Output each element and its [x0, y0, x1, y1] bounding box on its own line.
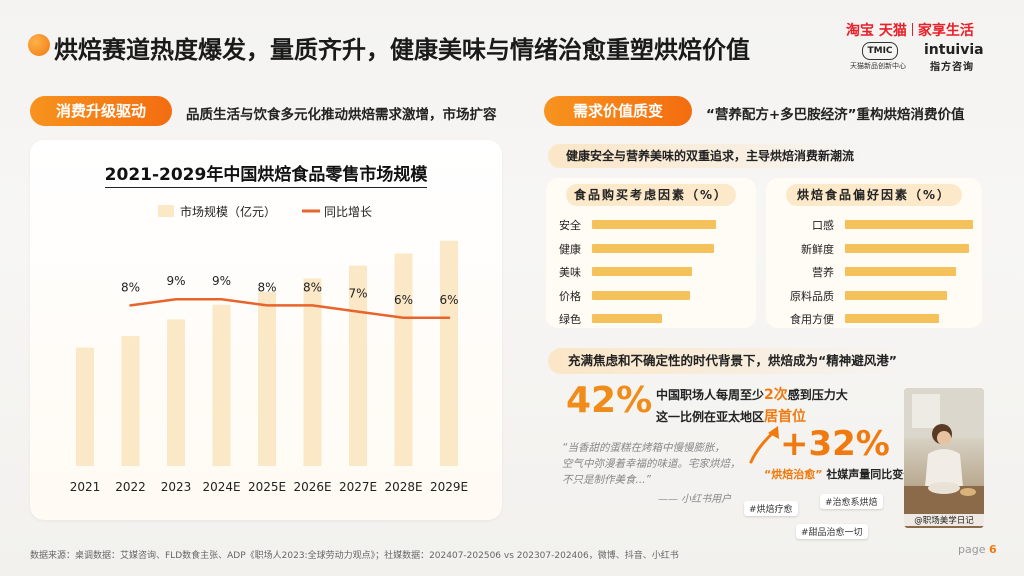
x-tick-label: 2024E: [202, 480, 240, 494]
x-tick-label: 2025E: [248, 480, 286, 494]
growth-data-label: 8%: [303, 280, 322, 294]
consumption-upgrade-text: 品质生活与饮食多元化推动烘焙需求激增，市场扩容: [186, 107, 497, 123]
factor-bar: [592, 243, 714, 253]
factor-label: 营养: [812, 266, 834, 279]
stress-line-2: 这一比例在亚太地区居首位: [656, 409, 807, 425]
x-tick-label: 2021: [70, 480, 101, 494]
demand-value-text: “营养配方+多巴胺经济”重构烘焙消费价值: [706, 107, 965, 123]
growth-line: [129, 297, 451, 320]
growth-data-label: 8%: [257, 280, 276, 294]
market-size-bar: [303, 278, 322, 466]
intuivia-subtitle: 指方咨询: [930, 62, 974, 73]
factor-label: 食用方便: [790, 313, 834, 326]
tmic-subtitle: 天猫新品创新中心: [850, 62, 906, 70]
hashtag-chip: #甜品治愈一切: [796, 524, 868, 539]
home-life-logo: 家享生活: [917, 23, 974, 39]
factor-label: 价格: [559, 289, 581, 303]
bakery-preference-factors-title: 烘焙食品偏好因素（%）: [786, 184, 962, 206]
quote-source: —— 小红书用户: [658, 494, 732, 505]
factor-label: 新鲜度: [801, 242, 834, 256]
stress-percent: 42%: [566, 380, 653, 421]
market-size-chart: 市场规模（亿元） 同比增长 8% 9% 9% 8% 8% 7% 6% 6% 2021 2022 20…: [70, 204, 468, 494]
woman-baking-illustration: [904, 388, 984, 528]
intuivia-logo: intuivia: [924, 42, 984, 58]
hashtag-chip: #治愈系烘焙: [820, 494, 883, 509]
factor-bar: [592, 314, 663, 323]
factor-label: 健康: [559, 242, 581, 256]
growth-data-label: 9%: [166, 274, 185, 288]
x-tick-label: 2026E: [293, 480, 331, 494]
factor-bar: [845, 220, 973, 229]
demand-value-pill: 需求价值质变: [544, 96, 692, 126]
taobao-tmall-logo: 淘宝 天猫: [846, 23, 907, 39]
brand-logos: 淘宝 天猫 家享生活: [846, 20, 974, 40]
factor-bar: [845, 243, 969, 253]
factor-label: 美味: [559, 266, 581, 279]
legend-label-growth: 同比增长: [324, 205, 372, 219]
growth-data-label: 6%: [394, 293, 413, 307]
market-size-bar: [76, 347, 94, 466]
factor-bar: [592, 290, 691, 300]
tmic-logo: TMIC: [862, 42, 898, 60]
trend-up-arrow-icon: [749, 426, 779, 464]
market-size-bar: [212, 304, 231, 466]
factor-bar: [845, 290, 948, 300]
growth-data-label: 8%: [121, 280, 140, 294]
factor-label: 安全: [559, 219, 581, 232]
social-volume-label: “烘焙治愈” 社媒声量同比变化: [764, 468, 915, 481]
growth-data-label: 6%: [439, 293, 458, 307]
page-number: page 6: [958, 543, 997, 556]
data-source-footnote: 数据来源：桌调数据：艾媒咨询、FLD数食主张、ADP《职场人2023:全球劳动力…: [30, 551, 679, 561]
market-size-chart-title: 2021-2029年中国烘焙食品零售市场规模: [0, 160, 532, 188]
home-baking-photo: [904, 388, 984, 528]
factor-bar: [845, 267, 956, 276]
market-size-bar: [121, 336, 140, 466]
factor-label: 口感: [812, 219, 834, 232]
brand-divider: [911, 23, 913, 36]
market-size-bar: [167, 319, 185, 466]
food-purchase-factors-title: 食品购买考虑因素（%）: [566, 184, 736, 206]
xiaohongshu-quote: “当香甜的蛋糕在烤箱中慢慢膨胀， 空气中弥漫着幸福的味道。宅家烘焙， 不只是制作…: [562, 442, 741, 486]
market-size-bar: [394, 253, 413, 466]
emotion-banner: 充满焦虑和不确定性的时代背景下，烘焙成为“精神避风港”: [548, 348, 908, 374]
social-volume-percent: +32%: [780, 424, 890, 464]
legend-swatch-market-size: [158, 205, 174, 217]
title-bullet-icon: [28, 34, 50, 56]
x-tick-label: 2023: [161, 480, 192, 494]
factor-bar: [592, 267, 693, 276]
factor-bar: [845, 314, 939, 323]
photo-caption: @职场美学日记: [904, 514, 984, 526]
bakery-preference-factors-card: 烘焙食品偏好因素（%）: [766, 178, 982, 328]
stress-line-1: 中国职场人每周至少2次感到压力大: [656, 387, 848, 403]
hashtag-chip: #烘焙疗愈: [744, 501, 798, 516]
x-tick-label: 2029E: [430, 480, 468, 494]
food-purchase-factors-card: 食品购买考虑因素（%）: [546, 178, 756, 328]
market-size-bar: [258, 291, 276, 466]
factor-label: 绿色: [559, 313, 581, 326]
page-title: 烘焙赛道热度爆发，量质齐升，健康美味与情绪治愈重塑烘焙价值: [54, 36, 750, 64]
growth-data-label: 9%: [212, 274, 231, 288]
market-size-bar: [349, 265, 367, 466]
consumption-upgrade-pill: 消费升级驱动: [30, 96, 172, 126]
market-size-bar: [440, 240, 458, 466]
legend-label-market-size: 市场规模（亿元）: [180, 204, 276, 219]
x-tick-label: 2022: [115, 480, 146, 494]
factor-label: 原料品质: [790, 289, 834, 303]
x-tick-label: 2028E: [384, 480, 422, 494]
growth-data-label: 7%: [348, 287, 367, 301]
factor-bar: [592, 220, 716, 229]
x-tick-label: 2027E: [339, 480, 377, 494]
health-banner: 健康安全与营养美味的双重追求，主导烘焙消费新潮流: [548, 144, 866, 168]
